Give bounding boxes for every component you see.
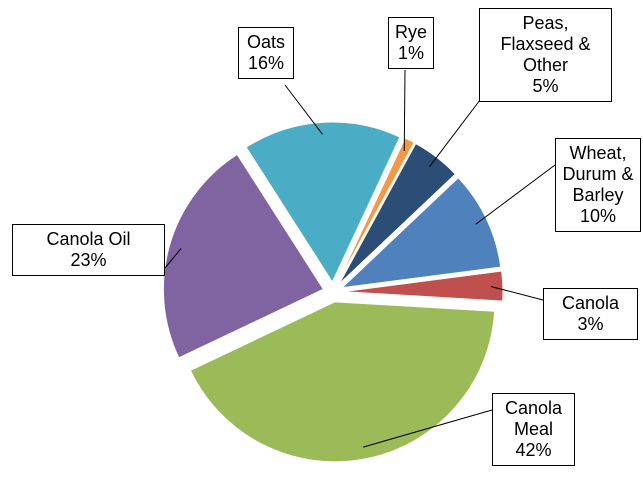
pie-slice	[342, 270, 504, 302]
leader-line	[164, 248, 182, 269]
label-name: Wheat, Durum & Barley	[562, 143, 634, 205]
pie-slice	[245, 121, 401, 284]
label-value: 16%	[247, 53, 285, 73]
label-name: Canola Meal	[504, 398, 563, 439]
pie-slice	[162, 153, 325, 359]
label-name: Canola	[561, 293, 620, 313]
pie-slice	[340, 177, 502, 289]
leader-line	[490, 286, 544, 301]
label-value: 23%	[70, 250, 107, 270]
data-label: Canola Meal 42%	[492, 393, 575, 466]
data-label: Canola Oil 23%	[12, 224, 165, 276]
leader-line	[284, 84, 323, 135]
data-label: Peas, Flaxseed & Other 5%	[479, 8, 612, 102]
label-name: Canola Oil	[46, 229, 131, 249]
data-label: Oats 16%	[238, 27, 294, 79]
label-value: 5%	[532, 76, 559, 96]
leader-line	[475, 164, 556, 225]
label-value: 1%	[397, 43, 424, 63]
data-label: Wheat, Durum & Barley 10%	[555, 138, 641, 232]
data-label: Rye 1%	[388, 17, 434, 69]
pie-slice	[189, 301, 496, 463]
leader-line	[429, 99, 481, 168]
label-value: 10%	[579, 206, 617, 226]
leader-line	[403, 69, 406, 151]
label-value: 3%	[577, 314, 604, 334]
data-label: Canola 3%	[543, 288, 638, 340]
leader-line	[363, 409, 493, 448]
label-name: Rye	[395, 22, 428, 42]
label-name: Peas, Flaxseed & Other	[500, 13, 591, 75]
label-value: 42%	[515, 440, 552, 460]
label-name: Oats	[246, 32, 285, 52]
pie-slice	[337, 137, 415, 284]
